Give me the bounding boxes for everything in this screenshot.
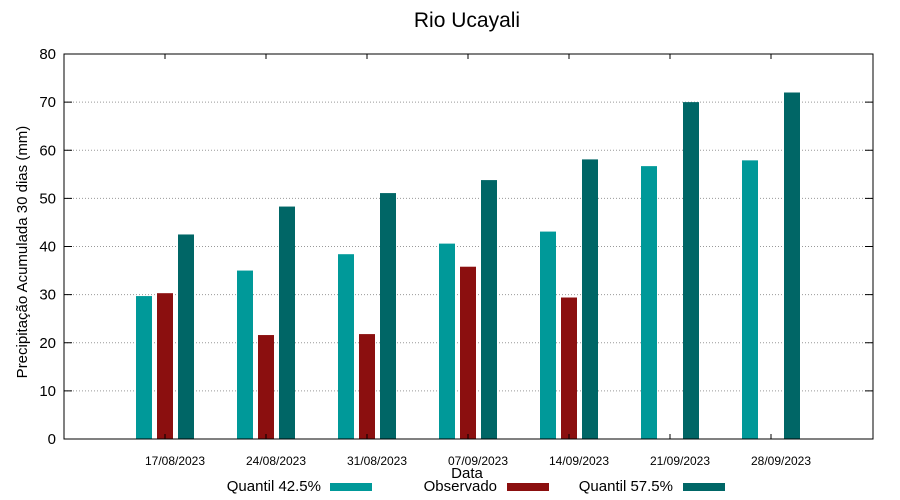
bar xyxy=(683,102,699,439)
x-tick-label: 21/09/2023 xyxy=(650,454,710,468)
bar xyxy=(540,231,556,439)
bar xyxy=(359,334,375,439)
bar xyxy=(742,160,758,439)
x-axis-label: Data xyxy=(451,465,483,482)
y-tick-label: 40 xyxy=(39,239,56,256)
legend-label: Quantil 42.5% xyxy=(227,478,321,495)
y-tick-label: 30 xyxy=(39,287,56,304)
x-tick-label: 17/08/2023 xyxy=(145,454,205,468)
legend-swatch xyxy=(683,483,725,491)
bar xyxy=(338,254,354,439)
bar xyxy=(784,92,800,439)
y-tick-label: 70 xyxy=(39,94,56,111)
y-tick-label: 50 xyxy=(39,190,56,207)
bar xyxy=(481,180,497,439)
legend-label: Observado xyxy=(424,478,497,495)
bar xyxy=(237,270,253,439)
bar xyxy=(582,159,598,440)
bar xyxy=(561,297,577,439)
bar xyxy=(258,335,274,439)
y-tick-label: 80 xyxy=(39,46,56,63)
x-tick-label: 07/09/2023 xyxy=(448,454,508,468)
legend-label: Quantil 57.5% xyxy=(579,478,673,495)
bar xyxy=(157,293,173,439)
bar xyxy=(641,166,657,439)
bar xyxy=(439,243,455,439)
y-axis-label: Precipitação Acumulada 30 dias (mm) xyxy=(14,126,31,379)
legend: Quantil 42.5% Observado Quantil 57.5% xyxy=(227,478,725,495)
x-tick-label: 31/08/2023 xyxy=(347,454,407,468)
bar xyxy=(136,296,152,439)
x-tick-label: 24/08/2023 xyxy=(246,454,306,468)
bar xyxy=(178,234,194,439)
y-ticks: 0 10 20 30 40 50 60 70 80 xyxy=(39,46,873,448)
y-tick-label: 10 xyxy=(39,383,56,400)
y-tick-label: 20 xyxy=(39,335,56,352)
legend-swatch xyxy=(507,483,549,491)
x-tick-label: 28/09/2023 xyxy=(751,454,811,468)
bar xyxy=(380,193,396,439)
chart-title: Rio Ucayali xyxy=(414,9,520,32)
bar xyxy=(460,266,476,439)
bar xyxy=(279,206,295,439)
legend-swatch xyxy=(330,483,372,491)
y-tick-label: 0 xyxy=(48,431,56,448)
x-ticks: 17/08/2023 24/08/2023 31/08/2023 07/09/2023… xyxy=(145,54,811,468)
x-tick-label: 14/09/2023 xyxy=(549,454,609,468)
bars xyxy=(136,92,800,440)
y-tick-label: 60 xyxy=(39,142,56,159)
